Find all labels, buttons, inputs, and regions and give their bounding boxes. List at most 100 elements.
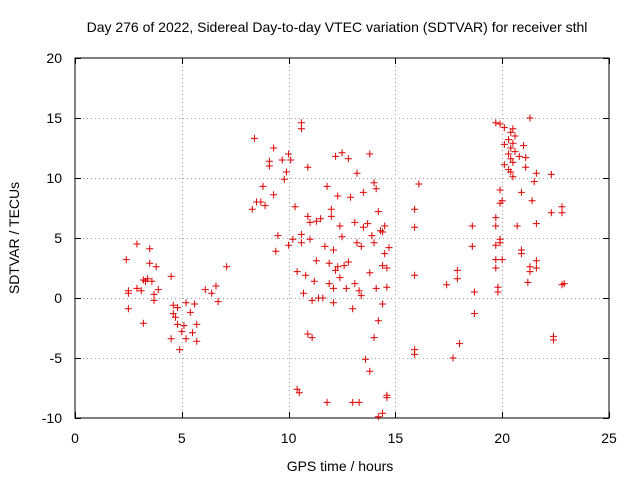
data-point [355, 287, 363, 295]
data-point [176, 346, 184, 354]
data-point [492, 222, 500, 230]
data-point [310, 277, 318, 285]
data-point [507, 168, 515, 176]
data-point [470, 288, 478, 296]
data-point [370, 334, 378, 342]
data-point [133, 240, 141, 248]
data-point [370, 239, 378, 247]
x-tick-label: 0 [71, 430, 79, 446]
data-point [174, 304, 182, 312]
data-point [265, 162, 273, 170]
data-point [306, 218, 314, 226]
data-point [385, 244, 393, 252]
data-point [282, 168, 290, 176]
data-point [517, 250, 525, 258]
data-point [498, 256, 506, 264]
y-tick-label: -10 [42, 410, 62, 426]
x-tick-label: 5 [178, 430, 186, 446]
data-point [364, 220, 372, 228]
data-point [509, 173, 517, 181]
data-point [325, 259, 333, 267]
data-point [327, 205, 335, 213]
data-point [171, 313, 179, 321]
data-point [379, 262, 387, 270]
data-point [174, 320, 182, 328]
data-point [381, 222, 389, 230]
data-point [312, 257, 320, 265]
data-point [411, 271, 419, 279]
data-point [411, 350, 419, 358]
data-point [455, 340, 463, 348]
data-point [167, 272, 175, 280]
data-point [250, 134, 258, 142]
data-point [139, 319, 147, 327]
y-tick-label: 15 [46, 110, 62, 126]
data-point [511, 132, 519, 140]
data-point [274, 232, 282, 240]
data-point [338, 149, 346, 157]
data-point [259, 182, 267, 190]
data-point [379, 300, 387, 308]
data-point [517, 188, 525, 196]
data-point [338, 233, 346, 241]
data-point [492, 264, 500, 272]
data-point [332, 266, 340, 274]
data-point [295, 389, 303, 397]
data-point [169, 301, 177, 309]
data-point [208, 289, 216, 297]
data-point [347, 193, 355, 201]
data-point [257, 198, 265, 206]
data-point [300, 289, 308, 297]
data-point [507, 155, 515, 163]
data-point [349, 305, 357, 313]
data-point [520, 142, 528, 150]
data-point [191, 300, 199, 308]
data-point [361, 355, 369, 363]
data-point [169, 310, 177, 318]
data-point [148, 277, 156, 285]
data-point [344, 258, 352, 266]
data-point [500, 140, 508, 148]
data-point [293, 268, 301, 276]
data-point [334, 263, 342, 271]
data-point [509, 125, 517, 133]
data-point [496, 239, 504, 247]
data-point [152, 263, 160, 271]
data-point [327, 212, 335, 220]
data-point [193, 320, 201, 328]
data-point [379, 228, 387, 236]
data-point [366, 269, 374, 277]
data-point [532, 264, 540, 272]
data-points [122, 114, 568, 421]
data-point [505, 136, 513, 144]
data-point [297, 119, 305, 127]
data-point [304, 212, 312, 220]
data-point [370, 179, 378, 187]
data-point [201, 286, 209, 294]
data-point [212, 282, 220, 290]
data-point [372, 185, 380, 193]
data-point [334, 192, 342, 200]
data-point [526, 268, 534, 276]
data-point [297, 125, 305, 133]
y-tick-labels: -10 -5 0 5 10 15 20 [42, 50, 62, 426]
data-point [323, 182, 331, 190]
data-point [549, 336, 557, 344]
data-point [261, 202, 269, 210]
data-point [532, 169, 540, 177]
data-point [366, 150, 374, 158]
data-point [308, 296, 316, 304]
data-point [329, 246, 337, 254]
data-point [323, 398, 331, 406]
data-point [193, 337, 201, 345]
data-point [304, 163, 312, 171]
data-point [366, 367, 374, 375]
data-point [321, 242, 329, 250]
data-point [505, 150, 513, 158]
data-point [353, 169, 361, 177]
data-point [526, 114, 534, 122]
data-point [122, 256, 130, 264]
data-point [291, 203, 299, 211]
data-point [498, 197, 506, 205]
x-tick-label: 25 [601, 430, 617, 446]
